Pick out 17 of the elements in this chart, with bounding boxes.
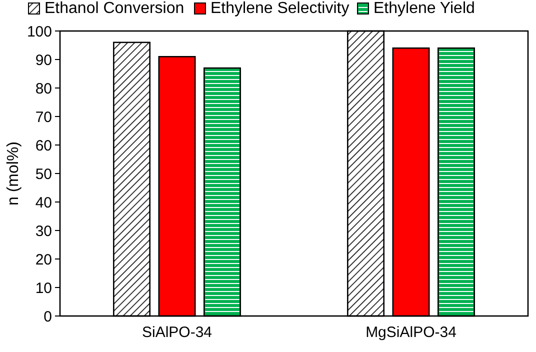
y-tick-label: 80	[35, 80, 52, 98]
x-tick-label: MgSiAlPO-34	[366, 324, 456, 341]
y-tick-label: 50	[35, 166, 52, 183]
legend-label: Ethylene Yield	[374, 0, 475, 17]
x-tick-label: SiAlPO-34	[142, 324, 212, 341]
y-tick-label: 0	[44, 308, 52, 326]
y-tick-label: 100	[26, 23, 52, 40]
legend-label: Ethanol Conversion	[44, 0, 184, 17]
y-tick-label: 10	[35, 280, 52, 297]
y-tick-label: 60	[35, 137, 52, 154]
y-tick-label: 70	[35, 108, 52, 126]
legend-label: Ethylene Selectivity	[210, 0, 350, 17]
y-tick-label: 20	[35, 251, 52, 268]
y-tick-label: 40	[35, 194, 52, 212]
y-tick-label: 30	[35, 222, 52, 240]
y-tick-label: 90	[35, 52, 52, 69]
y-axis-title: n (mol%)	[5, 141, 22, 206]
